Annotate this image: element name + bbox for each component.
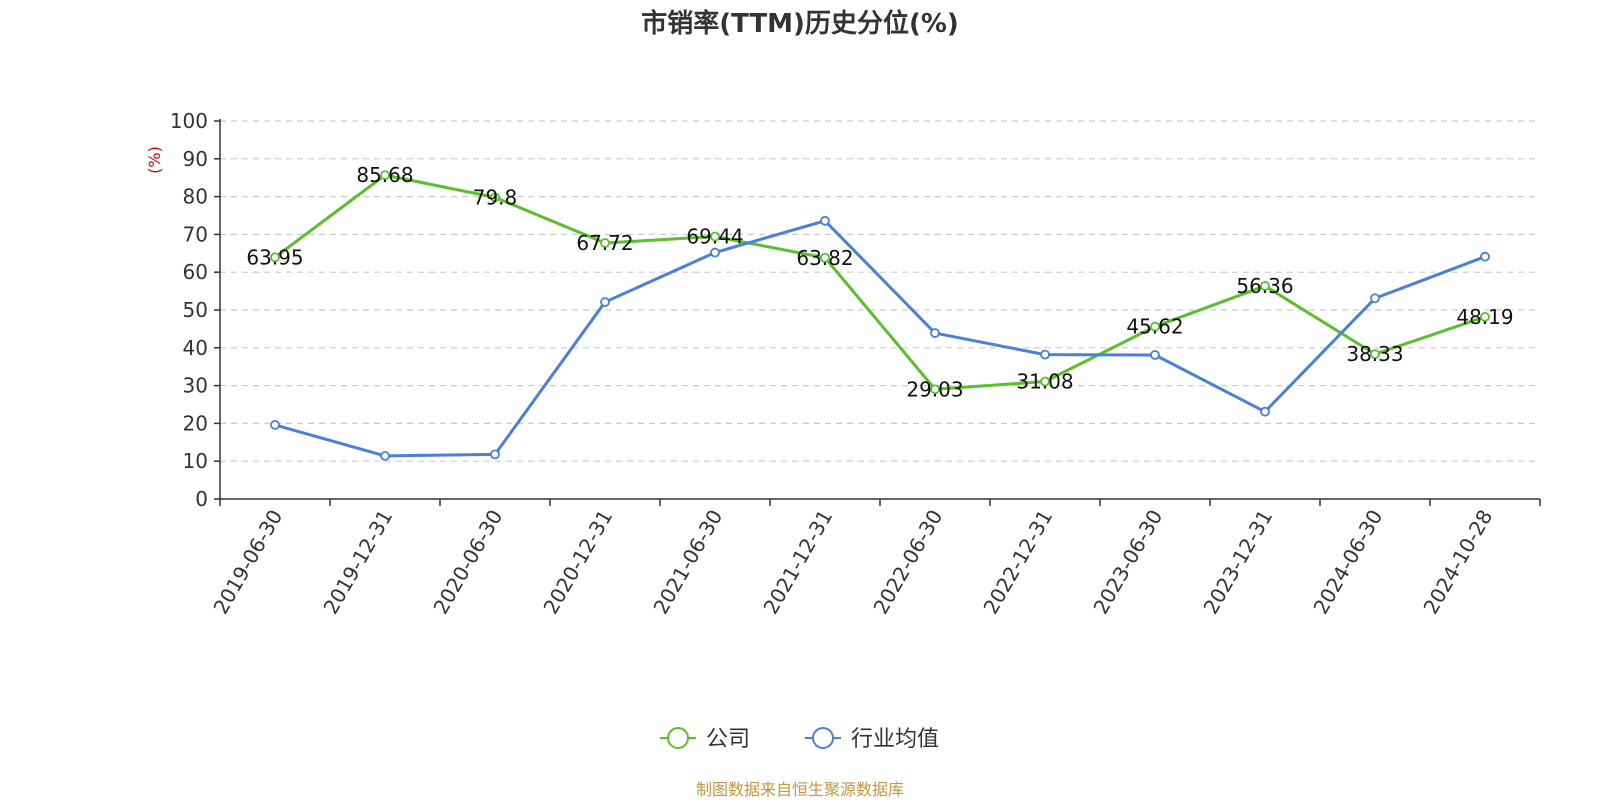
legend-item-0[interactable]: 公司 [660,727,750,752]
y-tick-label: 0 [195,487,208,511]
x-tick-label: 2020-06-30 [428,506,507,619]
data-label: 31.08 [1016,370,1073,394]
data-label: 69.44 [686,225,743,249]
y-tick-label: 30 [183,374,208,398]
data-point[interactable] [930,384,940,395]
legend-label: 公司 [706,727,750,752]
x-tick-labels: 2019-06-30 2019-12-31 2020-06-30 2020-12-31… [208,506,1497,619]
x-tick-label: 2024-06-30 [1308,506,1387,619]
data-label: 67.72 [576,231,633,255]
data-point[interactable] [1150,350,1160,360]
data-point[interactable] [270,420,280,430]
data-point[interactable] [270,252,280,263]
legend-item-1[interactable]: 行业均值 [805,727,939,752]
y-tick-label: 90 [183,147,208,171]
data-source-note: 制图数据来自恒生聚源数据库 [696,780,904,799]
y-tick-label: 20 [183,411,208,435]
gridlines [220,120,1540,462]
x-tick-label: 2022-12-31 [978,506,1057,619]
data-point[interactable] [1150,321,1160,332]
data-point[interactable] [1040,376,1050,387]
data-label: 45.62 [1126,315,1183,339]
data-point[interactable] [600,238,610,248]
data-point[interactable] [490,449,500,460]
y-axis-unit: (%) [145,146,164,174]
data-point[interactable] [1480,251,1490,262]
series-1 [270,215,1490,461]
x-tick-label: 2022-06-30 [868,506,947,619]
data-point[interactable] [1260,281,1270,291]
data-point[interactable] [710,247,720,258]
data-label: 38.33 [1346,342,1403,366]
data-label: 63.95 [246,245,303,269]
series-layer [270,170,1490,461]
y-tick-label: 60 [183,260,208,284]
y-tick-label: 50 [183,298,208,322]
data-point[interactable] [380,170,390,181]
data-label: 63.82 [796,246,853,270]
data-point[interactable] [930,328,940,338]
data-label: 48.19 [1456,305,1513,329]
data-point[interactable] [490,192,500,203]
y-tick-labels: 0 10 20 30 40 50 60 70 80 90 100 [170,109,208,511]
x-tick-label: 2020-12-31 [538,506,617,619]
data-point[interactable] [1480,311,1490,322]
y-tick-label: 80 [183,185,208,209]
data-point[interactable] [380,451,390,461]
data-point[interactable] [820,252,830,263]
x-tick-label: 2019-12-31 [318,506,397,619]
y-tick-label: 70 [183,222,208,246]
data-point[interactable] [600,297,610,307]
series-line [274,173,1486,391]
data-label: 79.8 [473,185,518,209]
x-tick-label: 2019-06-30 [208,506,287,619]
legend[interactable]: 公司 行业均值 [660,727,939,752]
legend-marker-icon [812,727,834,749]
data-point[interactable] [710,231,720,242]
x-tick-label: 2021-06-30 [648,506,727,619]
legend-label: 行业均值 [851,727,939,752]
data-label: 56.36 [1236,274,1293,298]
y-tick-label: 10 [183,449,208,473]
data-point[interactable] [1040,349,1050,360]
data-point[interactable] [1260,406,1270,417]
data-label: 85.68 [356,163,413,187]
x-tick-label: 2021-12-31 [758,506,837,619]
data-point[interactable] [1370,349,1380,360]
y-tick-label: 100 [170,109,208,133]
series-0 [270,170,1490,395]
x-tick-label: 2023-12-31 [1198,506,1277,619]
data-point[interactable] [1370,293,1380,304]
chart-title: 市销率(TTM)历史分位(%) [641,8,959,39]
x-tick-label: 2023-06-30 [1088,506,1167,619]
axes [214,119,1541,506]
data-point[interactable] [820,215,830,226]
legend-marker-icon [667,727,689,749]
series-line [274,219,1486,458]
data-labels: 63.95 85.68 79.8 67.72 69.44 63.82 29.03 31.08 4… [246,163,1513,401]
data-label: 29.03 [906,377,963,401]
x-tick-label: 2024-10-28 [1418,506,1497,619]
y-tick-label: 40 [183,336,208,360]
